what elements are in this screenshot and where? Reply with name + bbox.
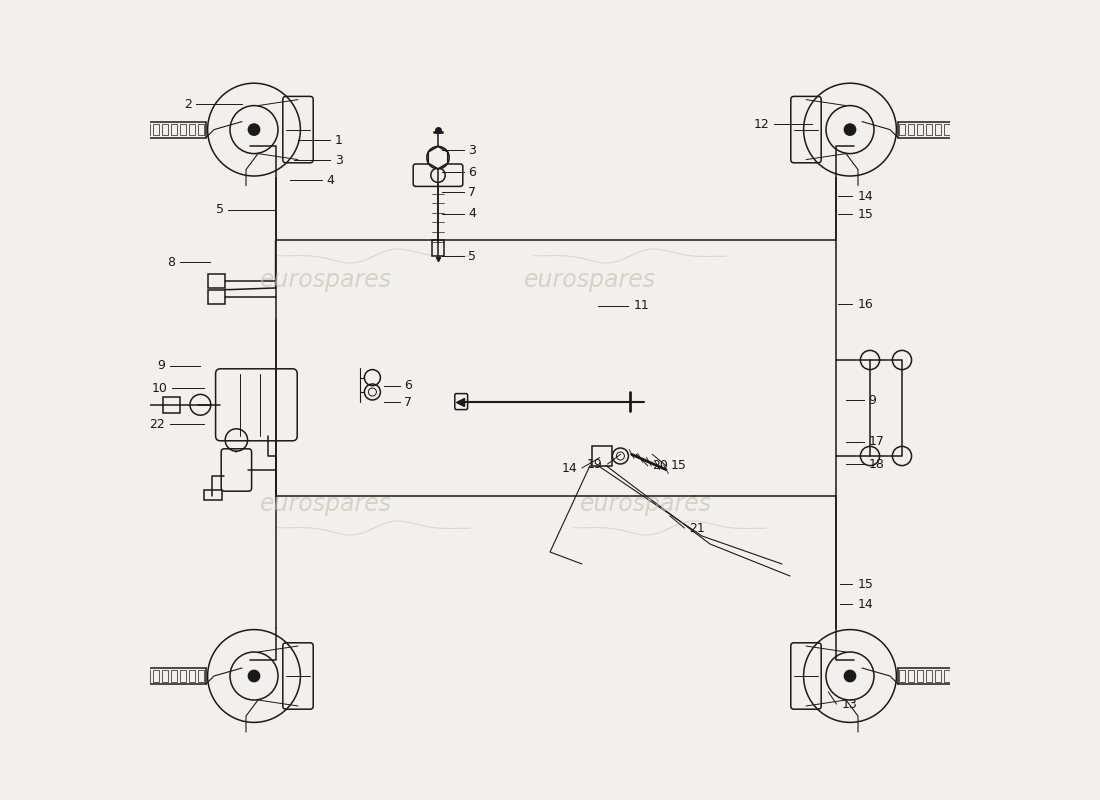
Text: eurospares: eurospares: [580, 492, 712, 516]
Bar: [144, 670, 150, 682]
Bar: [153, 670, 158, 682]
Text: 20: 20: [652, 459, 669, 472]
Text: 3: 3: [334, 154, 343, 166]
Text: 6: 6: [469, 166, 476, 178]
Bar: [926, 124, 932, 135]
Text: 17: 17: [868, 435, 884, 448]
Text: 4: 4: [327, 174, 334, 186]
Circle shape: [845, 124, 856, 135]
Text: 8: 8: [167, 256, 176, 269]
Text: 18: 18: [868, 458, 884, 470]
Circle shape: [845, 670, 856, 682]
Bar: [917, 124, 923, 135]
Text: 14: 14: [561, 462, 578, 474]
Bar: [198, 124, 204, 135]
Text: 19: 19: [587, 458, 603, 470]
Bar: [944, 124, 950, 135]
Bar: [944, 670, 950, 682]
Bar: [134, 122, 206, 138]
Text: 6: 6: [405, 379, 412, 392]
Text: 12: 12: [754, 118, 769, 130]
Text: 16: 16: [857, 298, 873, 310]
Bar: [432, 240, 443, 256]
Text: 15: 15: [857, 578, 873, 590]
Bar: [909, 124, 914, 135]
Bar: [900, 124, 905, 135]
Bar: [898, 668, 970, 684]
Bar: [172, 670, 177, 682]
Text: 3: 3: [469, 144, 476, 157]
Bar: [134, 668, 206, 684]
Text: 4: 4: [469, 207, 476, 220]
Text: 10: 10: [152, 382, 167, 394]
Bar: [926, 670, 932, 682]
Bar: [592, 446, 612, 466]
Bar: [898, 122, 970, 138]
Bar: [935, 670, 940, 682]
Text: 14: 14: [857, 190, 873, 202]
Bar: [935, 124, 940, 135]
Bar: [208, 274, 226, 288]
Bar: [180, 124, 186, 135]
Bar: [962, 124, 968, 135]
Text: 9: 9: [157, 359, 165, 372]
Text: 11: 11: [634, 299, 649, 312]
Text: 22: 22: [150, 418, 165, 430]
Text: 13: 13: [842, 698, 857, 710]
Text: 15: 15: [671, 459, 686, 472]
Bar: [163, 397, 180, 413]
Bar: [135, 124, 141, 135]
Text: 2: 2: [184, 98, 191, 110]
Circle shape: [249, 124, 260, 135]
Bar: [917, 670, 923, 682]
Bar: [962, 670, 968, 682]
Bar: [198, 670, 204, 682]
Bar: [129, 394, 144, 416]
Bar: [135, 670, 141, 682]
Bar: [909, 670, 914, 682]
Text: 5: 5: [469, 250, 476, 262]
Bar: [954, 124, 959, 135]
Bar: [180, 670, 186, 682]
Bar: [153, 124, 158, 135]
Bar: [163, 124, 168, 135]
Bar: [900, 670, 905, 682]
Text: eurospares: eurospares: [260, 492, 392, 516]
Text: 9: 9: [868, 394, 877, 406]
Text: eurospares: eurospares: [260, 268, 392, 292]
Text: 1: 1: [334, 134, 343, 146]
Bar: [163, 670, 168, 682]
Bar: [208, 290, 226, 304]
Text: eurospares: eurospares: [524, 268, 656, 292]
Bar: [205, 490, 222, 500]
Text: 7: 7: [469, 186, 476, 198]
Text: 7: 7: [405, 396, 412, 409]
Text: 5: 5: [216, 203, 223, 216]
Bar: [144, 124, 150, 135]
Text: 14: 14: [857, 598, 873, 610]
Polygon shape: [428, 146, 448, 169]
Bar: [954, 670, 959, 682]
Text: 21: 21: [690, 522, 705, 534]
Circle shape: [249, 670, 260, 682]
Bar: [189, 670, 195, 682]
Bar: [172, 124, 177, 135]
Text: 15: 15: [857, 208, 873, 221]
Bar: [189, 124, 195, 135]
